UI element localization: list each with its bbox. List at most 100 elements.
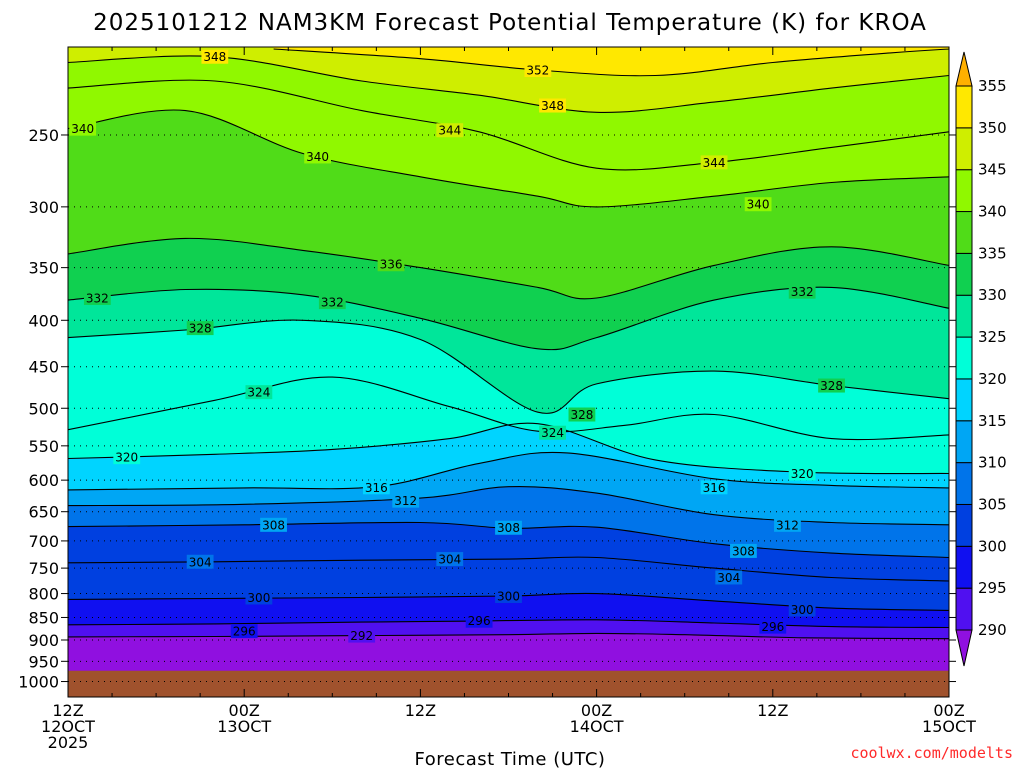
contour-label-304: 304 (438, 553, 461, 567)
colorbar-label-310: 310 (978, 454, 1007, 472)
contour-label-316: 316 (703, 481, 726, 495)
isentrope-336 (68, 237, 949, 300)
isentrope-352 (273, 48, 949, 77)
contour-label-340: 340 (747, 198, 770, 212)
contour-label-bg (230, 624, 258, 639)
x-tick-label: 12Z (52, 701, 83, 720)
contour-label-bg (788, 284, 816, 299)
colorbar-top-arrow (955, 51, 973, 87)
y-tick-label-500: 500 (28, 399, 59, 418)
colorbar-label-335: 335 (978, 244, 1007, 262)
x-tick-label: 00Z (933, 701, 964, 720)
contour-label-340: 340 (306, 150, 329, 164)
contour-label-bg (186, 554, 214, 569)
x-tick-label: 00Z (581, 701, 612, 720)
x-tick-label: 00Z (229, 701, 260, 720)
colorbar-label-315: 315 (978, 412, 1007, 430)
colorbar-swatch (955, 503, 973, 547)
chart-title: 2025101212 NAM3KM Forecast Potential Tem… (93, 10, 927, 36)
y-tick-label-450: 450 (28, 358, 59, 377)
contour-label-bg (730, 543, 757, 558)
y-tick-label-750: 750 (28, 559, 59, 578)
y-tick-label-400: 400 (28, 311, 59, 330)
isentrope-304 (68, 556, 949, 582)
isentrope-344 (68, 79, 949, 171)
colorbar-swatch (955, 420, 973, 464)
contour-label-bg (245, 590, 273, 605)
ground (68, 670, 949, 697)
contour-label-bg (186, 321, 214, 336)
contour-label-bg (69, 121, 97, 136)
contour-label-bg (524, 62, 552, 77)
contour-label-bg (113, 450, 141, 465)
y-axis: 250 300 350 400 450 500 550 600 650 700 750 800 850 9… (18, 126, 956, 692)
contour-label-bg (715, 570, 743, 585)
contour-label-bg (818, 378, 845, 393)
y-tick-label-600: 600 (28, 471, 59, 490)
band-352 (273, 47, 949, 76)
isentrope-308 (68, 521, 949, 559)
contour-label-352: 352 (526, 63, 549, 77)
contour-label-312: 312 (776, 518, 799, 532)
contour-label-bg (318, 295, 346, 310)
colorbar-label-355: 355 (978, 77, 1007, 95)
contour-label-304: 304 (189, 555, 212, 569)
contour-label-bg (83, 290, 111, 305)
isentrope-296 (68, 619, 949, 629)
contour-label-bg (260, 517, 287, 532)
colorbar-label-325: 325 (978, 328, 1007, 346)
contour-label-bg (539, 425, 566, 440)
contour-label-332: 332 (791, 285, 814, 299)
x-tick-label: 15OCT (922, 717, 976, 736)
x-tick-label: 14OCT (570, 717, 624, 736)
contour-label-bg (362, 480, 390, 495)
contour-label-296: 296 (468, 614, 491, 628)
contour-label-bg (436, 123, 464, 138)
contour-label-308: 308 (497, 521, 520, 535)
y-tick-label-1000: 1000 (18, 673, 59, 692)
x-tick-label: 12Z (405, 701, 436, 720)
x-tick-label: 12Z (757, 701, 788, 720)
isentrope-328 (68, 319, 949, 414)
contour-label-bg (377, 257, 405, 272)
contour-label-328: 328 (820, 379, 843, 393)
contour-label-bg (774, 517, 801, 532)
contour-label-344: 344 (703, 156, 726, 170)
isentrope-316 (68, 451, 949, 491)
contour-label-bg (759, 619, 787, 634)
contour-label-308: 308 (732, 544, 755, 558)
colorbar-label-330: 330 (978, 286, 1007, 304)
contour-label-bg (465, 613, 493, 628)
colorbar-swatch (955, 462, 973, 505)
contour-label-296: 296 (233, 625, 256, 639)
contour-label-bg (539, 98, 566, 113)
contour-label-312: 312 (394, 494, 417, 508)
colorbar-label-350: 350 (978, 119, 1007, 137)
contour-label-328: 328 (189, 322, 212, 336)
contour-label-332: 332 (321, 296, 344, 310)
colorbar-swatch (955, 169, 973, 213)
contour-label-300: 300 (247, 591, 270, 605)
y-tick-label-900: 900 (28, 631, 59, 650)
contour-label-bg (201, 49, 229, 64)
contour-label-344: 344 (438, 124, 461, 138)
x-tick-label: 2025 (48, 733, 89, 752)
colorbar-label-300: 300 (978, 537, 1007, 555)
y-tick-label-850: 850 (28, 608, 59, 627)
x-tick-label: 12OCT (41, 717, 95, 736)
contour-label-bg (304, 149, 332, 164)
credit-text: coolwx.com/modelts (850, 744, 1013, 762)
plot-area: 348 352 348 340 344 340 344 340 336 332 332 332 328 3… (68, 47, 949, 697)
isentrope-340 (68, 109, 949, 208)
colorbar-swatch (955, 252, 973, 296)
contour-label-324: 324 (541, 426, 564, 440)
contour-label-bg (392, 493, 420, 508)
x-tick-label: 13OCT (217, 717, 271, 736)
y-tick-label-950: 950 (28, 652, 59, 671)
isentrope-324 (68, 376, 949, 441)
contour-label-bg (700, 480, 728, 495)
x-axis-label: Forecast Time (UTC) (415, 749, 606, 768)
y-tick-label-350: 350 (28, 259, 59, 278)
contour-label-bg (495, 589, 522, 604)
